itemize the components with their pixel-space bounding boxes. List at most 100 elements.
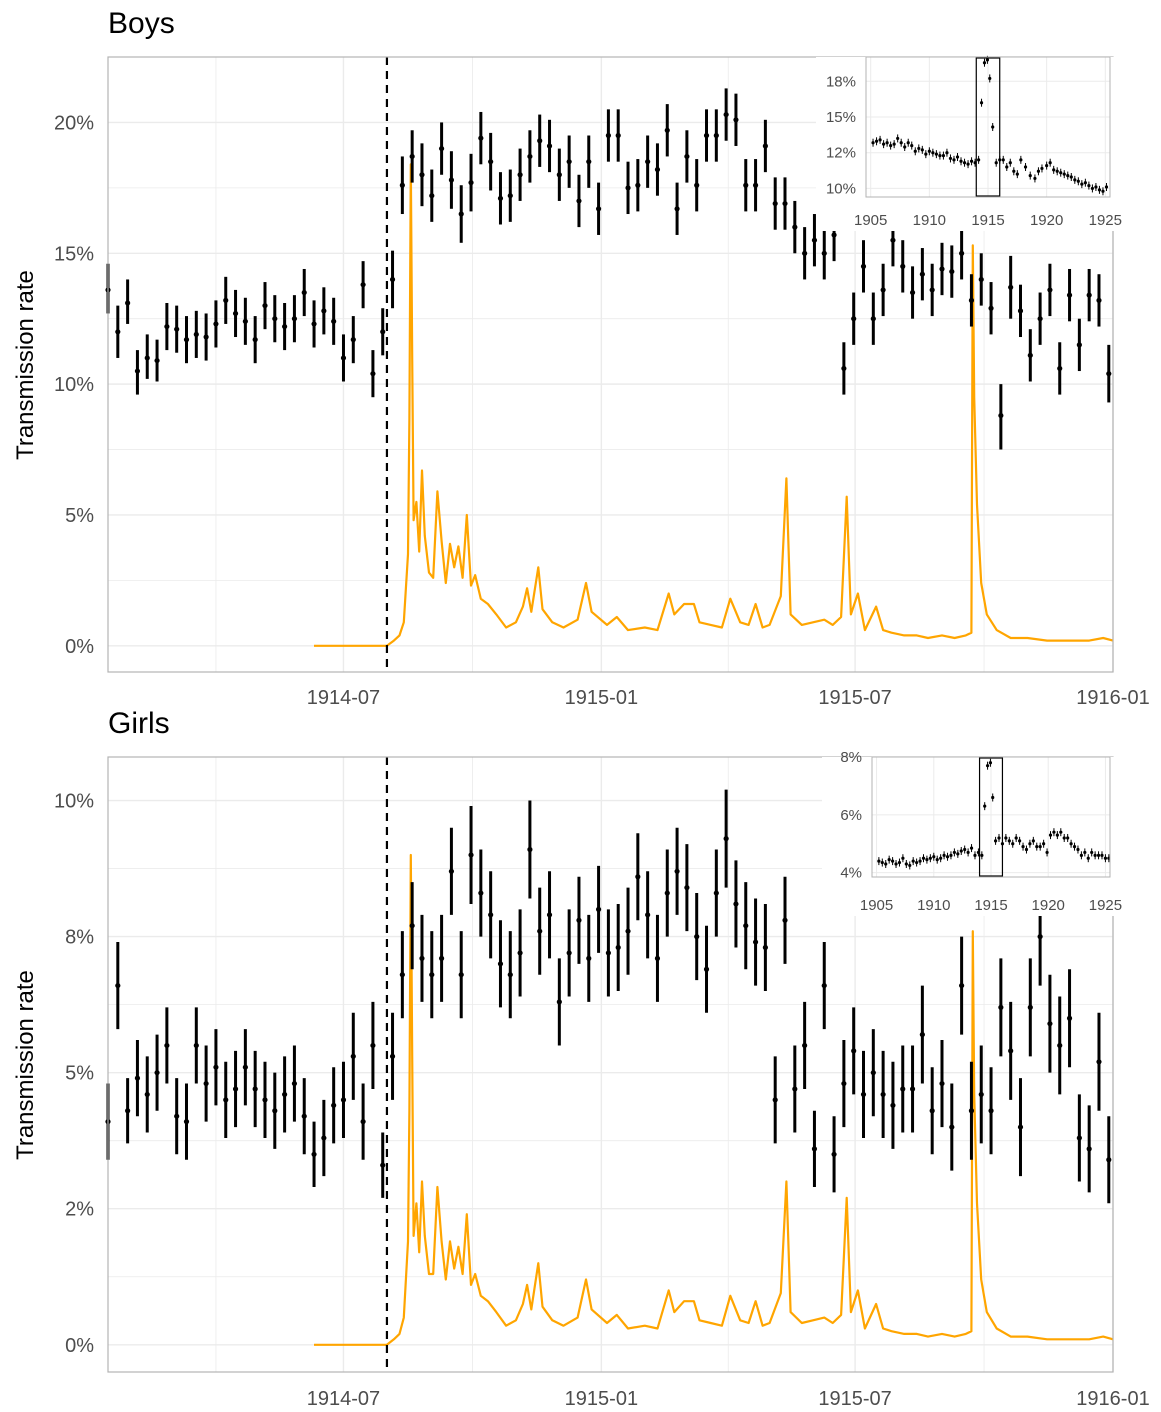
girls-inset-point <box>1090 850 1094 855</box>
girls-inset-point <box>1035 845 1039 849</box>
girls-data-point <box>262 1097 268 1103</box>
girls-inset-point <box>1059 830 1063 834</box>
girls-inset-point <box>1004 836 1008 840</box>
girls-inset-point <box>988 761 993 765</box>
girls-data-point <box>125 1108 131 1114</box>
boys-inset-point <box>1023 165 1028 169</box>
boys-data-point <box>537 138 543 144</box>
girls-data-point <box>635 874 641 880</box>
boys-data-point <box>703 132 710 139</box>
girls-data-point <box>1106 1157 1112 1163</box>
girls-inset-point <box>1069 842 1073 846</box>
boys-inset-point <box>1087 183 1091 188</box>
boys-data-point <box>272 316 278 322</box>
girls-data-point <box>694 934 700 940</box>
boys-inset-point <box>1045 163 1049 168</box>
boys-data-point <box>409 153 415 160</box>
boys-inset-point <box>1101 189 1105 193</box>
boys-data-point <box>232 310 239 317</box>
boys-y-axis-title: Transmission rate <box>12 270 39 460</box>
girls-data-point <box>988 1108 994 1114</box>
girls-inset-point <box>1086 856 1090 860</box>
girls-inset-point <box>908 863 912 868</box>
girls-data-point <box>654 955 661 961</box>
boys-y-tick-label: 0% <box>65 636 94 658</box>
girls-data-point <box>448 868 455 874</box>
girls-inset-point <box>963 847 967 852</box>
girls-data-point <box>1008 1048 1014 1054</box>
girls-inset-point <box>1038 845 1042 849</box>
girls-inset-point <box>1024 847 1029 852</box>
girls-data-point <box>311 1151 317 1157</box>
girls-x-tick-label: 1915-07 <box>818 1388 891 1410</box>
boys-inset-point <box>948 156 953 161</box>
girls-data-point <box>193 1042 199 1049</box>
girls-y-tick-label: 2% <box>65 1199 94 1221</box>
boys-data-point <box>831 232 837 238</box>
girls-data-point <box>223 1097 229 1103</box>
boys-inset-point <box>938 153 942 158</box>
girls-data-point <box>527 846 533 853</box>
girls-data-point <box>497 961 504 967</box>
boys-inset-x-tick-label: 1925 <box>1089 212 1122 229</box>
boys-data-point <box>694 182 700 188</box>
girls-data-point <box>488 912 494 918</box>
girls-inset-point <box>1028 842 1032 846</box>
boys-data-point <box>949 268 955 275</box>
boys-data-point <box>929 287 935 293</box>
girls-data-point <box>576 917 582 923</box>
girls-panel-title: Girls <box>108 707 170 740</box>
boys-inset-point <box>889 143 893 148</box>
boys-panel-title: Boys <box>108 7 175 40</box>
girls-data-point <box>291 1080 298 1087</box>
girls-data-point <box>438 955 445 961</box>
boys-inset-point <box>982 61 987 65</box>
boys-inset-point <box>962 161 967 165</box>
girls-inset-point <box>991 795 995 800</box>
girls-data-point <box>713 890 719 896</box>
boys-inset-point <box>955 155 960 159</box>
boys-data-point <box>419 172 425 178</box>
boys-inset-point <box>1015 172 1019 176</box>
girls-data-point <box>821 982 827 989</box>
boys-inset-point <box>988 76 992 81</box>
boys-inset-point <box>1012 169 1016 173</box>
girls-inset-x-tick-label: 1915 <box>974 897 1007 914</box>
girls-data-point <box>154 1070 160 1076</box>
boys-data-point <box>959 250 965 256</box>
boys-data-point <box>154 357 160 364</box>
girls-data-point <box>380 1162 386 1168</box>
boys-inset-point <box>1069 175 1073 179</box>
boys-data-point <box>821 250 827 256</box>
girls-inset-point <box>1072 845 1077 849</box>
girls-data-point <box>752 939 759 945</box>
girls-inset-point <box>997 836 1001 840</box>
boys-inset-point <box>979 101 984 105</box>
boys-inset-highlight-box <box>975 57 1001 197</box>
girls-data-point <box>507 972 513 978</box>
boys-data-point <box>841 365 847 372</box>
girls-inset-point <box>1014 836 1018 840</box>
boys-data-point <box>860 263 867 269</box>
boys-inset-point <box>934 152 938 156</box>
boys-inset-point <box>903 145 907 149</box>
boys-data-point <box>752 182 759 188</box>
boys-data-point <box>645 159 651 165</box>
boys-data-point <box>321 308 327 314</box>
girls-data-point <box>370 1042 376 1049</box>
girls-data-point <box>1017 1124 1024 1130</box>
boys-data-point <box>968 297 975 303</box>
girls-panel-border <box>107 756 1114 1373</box>
girls-inset-point <box>985 764 990 768</box>
girls-y-tick-label: 8% <box>65 927 94 949</box>
girls-data-point <box>929 1108 935 1114</box>
girls-data-point <box>517 950 523 956</box>
boys-inset-x-tick-label: 1910 <box>913 212 946 229</box>
girls-data-point <box>1027 1004 1033 1010</box>
girls-data-point <box>919 1031 925 1038</box>
boys-data-point <box>909 289 916 296</box>
boys-data-point <box>733 117 739 123</box>
boys-inset-point <box>1028 173 1032 178</box>
boys-inset-y-tick-label: 18% <box>826 73 856 90</box>
girls-inset-point <box>1007 839 1011 843</box>
